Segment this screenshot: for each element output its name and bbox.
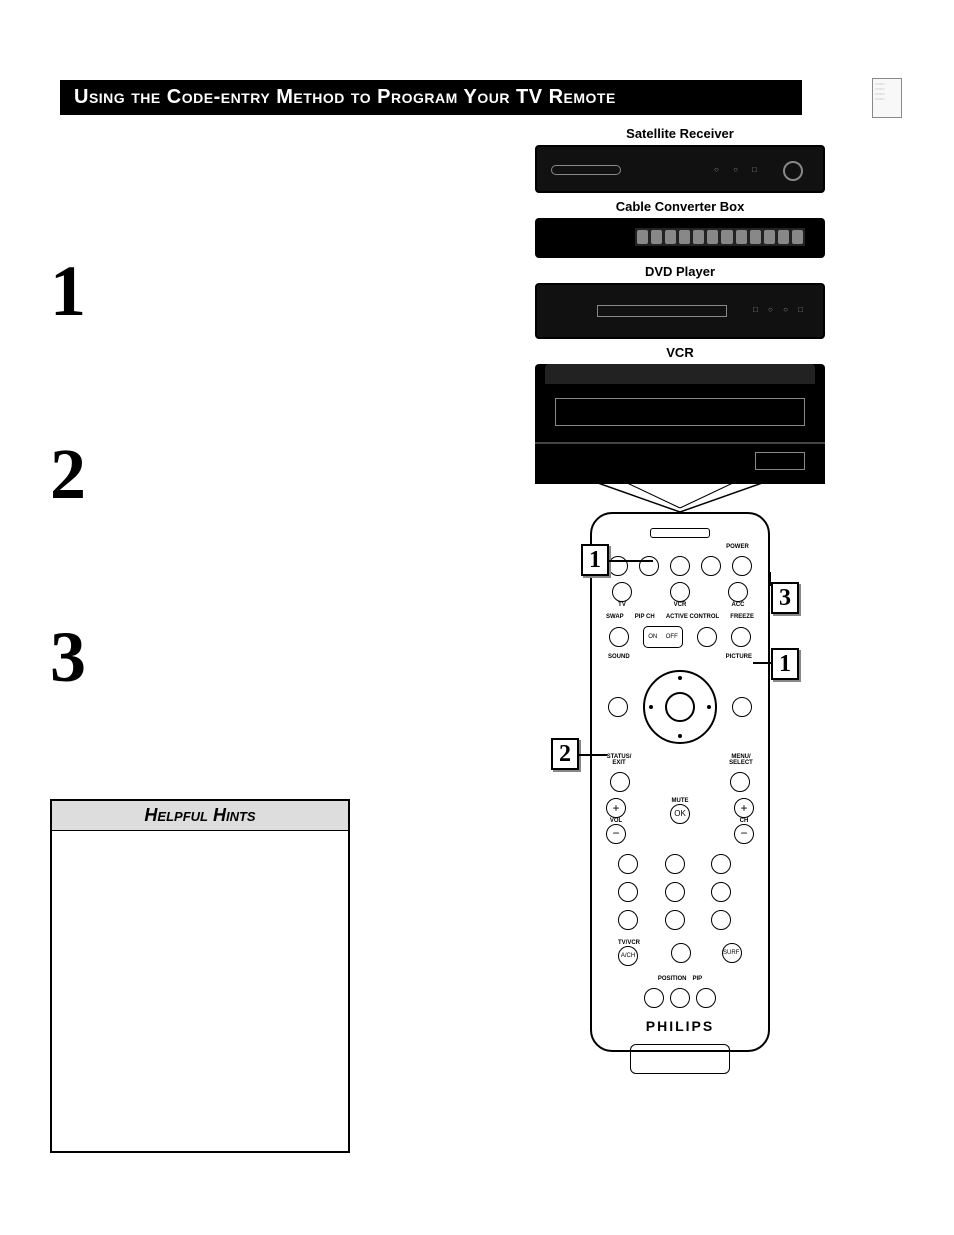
cable-box-illustration bbox=[535, 218, 825, 258]
bottom-panel bbox=[630, 1044, 730, 1074]
devices-column: Satellite Receiver ○ ○ □ Cable Converter… bbox=[470, 120, 890, 1052]
menu-select-button[interactable] bbox=[730, 772, 750, 792]
callout-3-line bbox=[769, 572, 771, 586]
play-back-button[interactable] bbox=[639, 556, 659, 576]
label-mute: MUTE bbox=[670, 798, 690, 804]
ffwd-button[interactable] bbox=[701, 556, 721, 576]
callout-1-line-right bbox=[753, 662, 771, 664]
number-pad bbox=[602, 850, 758, 934]
label-swap: SWAP bbox=[606, 614, 624, 620]
label-power: POWER bbox=[726, 544, 749, 550]
num-9-button[interactable] bbox=[711, 910, 731, 930]
ch-down-button[interactable]: − bbox=[734, 824, 754, 844]
page-title-bar: Using the Code-entry Method to Program Y… bbox=[60, 80, 802, 115]
callout-1-top: 1 bbox=[581, 544, 609, 576]
num-5-button[interactable] bbox=[665, 882, 685, 902]
label-freeze: FREEZE bbox=[730, 614, 754, 620]
page-title: Using the Code-entry Method to Program Y… bbox=[74, 86, 616, 108]
num-8-button[interactable] bbox=[665, 910, 685, 930]
ach-button[interactable]: A/CH bbox=[618, 946, 638, 966]
callout-1-right: 1 bbox=[771, 648, 799, 680]
ch-up-button[interactable]: + bbox=[734, 798, 754, 818]
remote-control-illustration: POWER TV VCR ACC bbox=[590, 512, 770, 1052]
callout-2: 2 bbox=[551, 738, 579, 770]
picture-button[interactable] bbox=[732, 697, 752, 717]
pip-button[interactable] bbox=[696, 988, 716, 1008]
nav-ring[interactable] bbox=[643, 670, 717, 744]
label-position: POSITION bbox=[658, 976, 687, 982]
dvd-player-illustration: □ ○ ○ □ bbox=[535, 283, 825, 339]
tv-mode-button[interactable] bbox=[612, 582, 632, 602]
label-pip: PIP bbox=[693, 976, 703, 982]
step-number-3: 3 bbox=[50, 616, 380, 699]
label-satellite: Satellite Receiver bbox=[470, 126, 890, 141]
num-3-button[interactable] bbox=[711, 854, 731, 874]
label-pipch: PIP CH bbox=[635, 614, 655, 620]
callout-3: 3 bbox=[771, 582, 799, 614]
status-exit-button[interactable] bbox=[610, 772, 630, 792]
active-control-button[interactable] bbox=[697, 627, 717, 647]
num-0-button[interactable] bbox=[671, 943, 691, 963]
acc-mode-button[interactable] bbox=[728, 582, 748, 602]
steps-column: 1 2 3 Helpful Hints bbox=[50, 250, 380, 1153]
brand-logo: PHILIPS bbox=[602, 1018, 758, 1034]
satellite-receiver-illustration: ○ ○ □ bbox=[535, 145, 825, 193]
vol-up-button[interactable]: + bbox=[606, 798, 626, 818]
page-thumbnail-icon: ○○○○○○○○○○○○○○○○ bbox=[872, 78, 902, 118]
label-active: ACTIVE CONTROL bbox=[666, 614, 719, 620]
num-2-button[interactable] bbox=[665, 854, 685, 874]
pip-size-button[interactable] bbox=[670, 988, 690, 1008]
num-6-button[interactable] bbox=[711, 882, 731, 902]
helpful-hints-title: Helpful Hints bbox=[52, 801, 348, 831]
ir-beam-illustration bbox=[595, 482, 765, 512]
num-4-button[interactable] bbox=[618, 882, 638, 902]
helpful-hints-body bbox=[52, 831, 348, 1151]
label-dvd: DVD Player bbox=[470, 264, 890, 279]
label-cable: Cable Converter Box bbox=[470, 199, 890, 214]
swap-button[interactable] bbox=[609, 627, 629, 647]
label-vcr: VCR bbox=[470, 345, 890, 360]
step-number-1: 1 bbox=[50, 250, 380, 333]
label-vol: VOL bbox=[606, 818, 626, 824]
label-sound: SOUND bbox=[608, 654, 630, 660]
label-picture: PICTURE bbox=[726, 654, 752, 660]
pip-ch-toggle[interactable]: ON OFF bbox=[643, 626, 683, 648]
power-button[interactable] bbox=[732, 556, 752, 576]
play-fwd-button[interactable] bbox=[670, 556, 690, 576]
callout-2-line bbox=[579, 754, 607, 756]
remote-wrapper: POWER TV VCR ACC bbox=[575, 512, 785, 1052]
mute-ok-button[interactable]: OK bbox=[670, 804, 690, 824]
step-number-2: 2 bbox=[50, 433, 380, 516]
num-1-button[interactable] bbox=[618, 854, 638, 874]
label-menu: MENU/ SELECT bbox=[726, 754, 756, 766]
surf-button[interactable]: SURF bbox=[722, 943, 742, 963]
rewind-button[interactable] bbox=[608, 556, 628, 576]
position-button[interactable] bbox=[644, 988, 664, 1008]
label-status: STATUS/ EXIT bbox=[604, 754, 634, 766]
label-tv: TV bbox=[612, 602, 632, 608]
freeze-button[interactable] bbox=[731, 627, 751, 647]
vcr-illustration bbox=[535, 364, 825, 484]
label-ch: CH bbox=[734, 818, 754, 824]
label-vcr-btn: VCR bbox=[670, 602, 690, 608]
num-7-button[interactable] bbox=[618, 910, 638, 930]
label-tvvcr: TV/VCR bbox=[618, 940, 640, 946]
vcr-mode-button[interactable] bbox=[670, 582, 690, 602]
ir-emitter bbox=[650, 528, 710, 538]
label-acc: ACC bbox=[728, 602, 748, 608]
vol-down-button[interactable]: − bbox=[606, 824, 626, 844]
helpful-hints-box: Helpful Hints bbox=[50, 799, 350, 1153]
callout-1-line-top bbox=[609, 560, 653, 562]
sound-button[interactable] bbox=[608, 697, 628, 717]
